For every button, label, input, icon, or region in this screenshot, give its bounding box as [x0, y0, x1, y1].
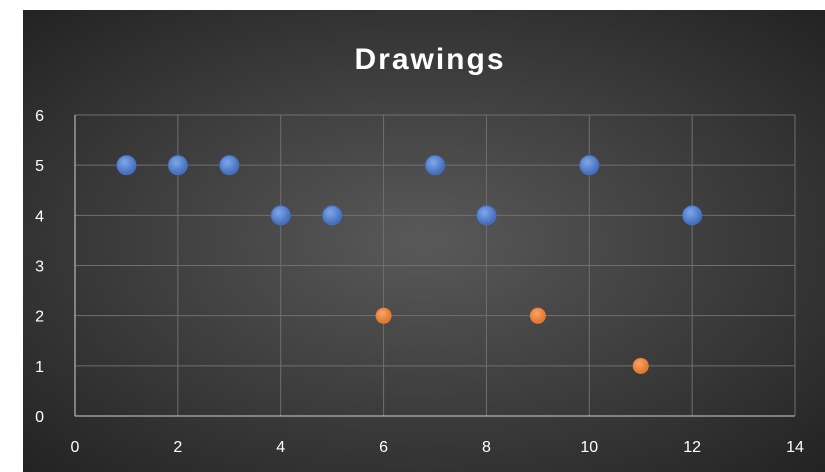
data-points [116, 155, 703, 374]
x-tick-label: 8 [482, 439, 491, 456]
scatter-point [116, 155, 137, 176]
chart-title: Drawings [354, 43, 505, 76]
scatter-point [167, 155, 188, 176]
scatter-point [322, 205, 343, 226]
y-tick-label: 2 [35, 309, 44, 326]
scatter-point [529, 307, 546, 324]
scatter-point [425, 155, 445, 176]
chart-background [23, 10, 825, 472]
scatter-point [579, 155, 600, 176]
scatter-point [375, 307, 392, 324]
y-tick-label: 0 [35, 409, 44, 426]
y-tick-label: 5 [35, 158, 44, 175]
scatter-point [682, 205, 703, 226]
y-tick-label: 1 [35, 359, 44, 376]
scatter-point [219, 155, 240, 176]
x-tick-label: 4 [276, 439, 285, 456]
x-tick-label: 14 [786, 439, 804, 456]
y-tick-label: 3 [35, 259, 44, 276]
x-tick-label: 6 [379, 439, 388, 456]
axes [74, 115, 795, 417]
y-tick-label: 4 [35, 208, 44, 225]
scatter-point [632, 357, 649, 374]
x-tick-label: 12 [683, 439, 701, 456]
scatter-point [476, 205, 497, 226]
x-tick-label: 0 [71, 439, 80, 456]
x-tick-label: 10 [580, 439, 598, 456]
x-tick-label: 2 [173, 439, 182, 456]
y-tick-label: 6 [35, 108, 44, 125]
scatter-point [270, 205, 291, 226]
